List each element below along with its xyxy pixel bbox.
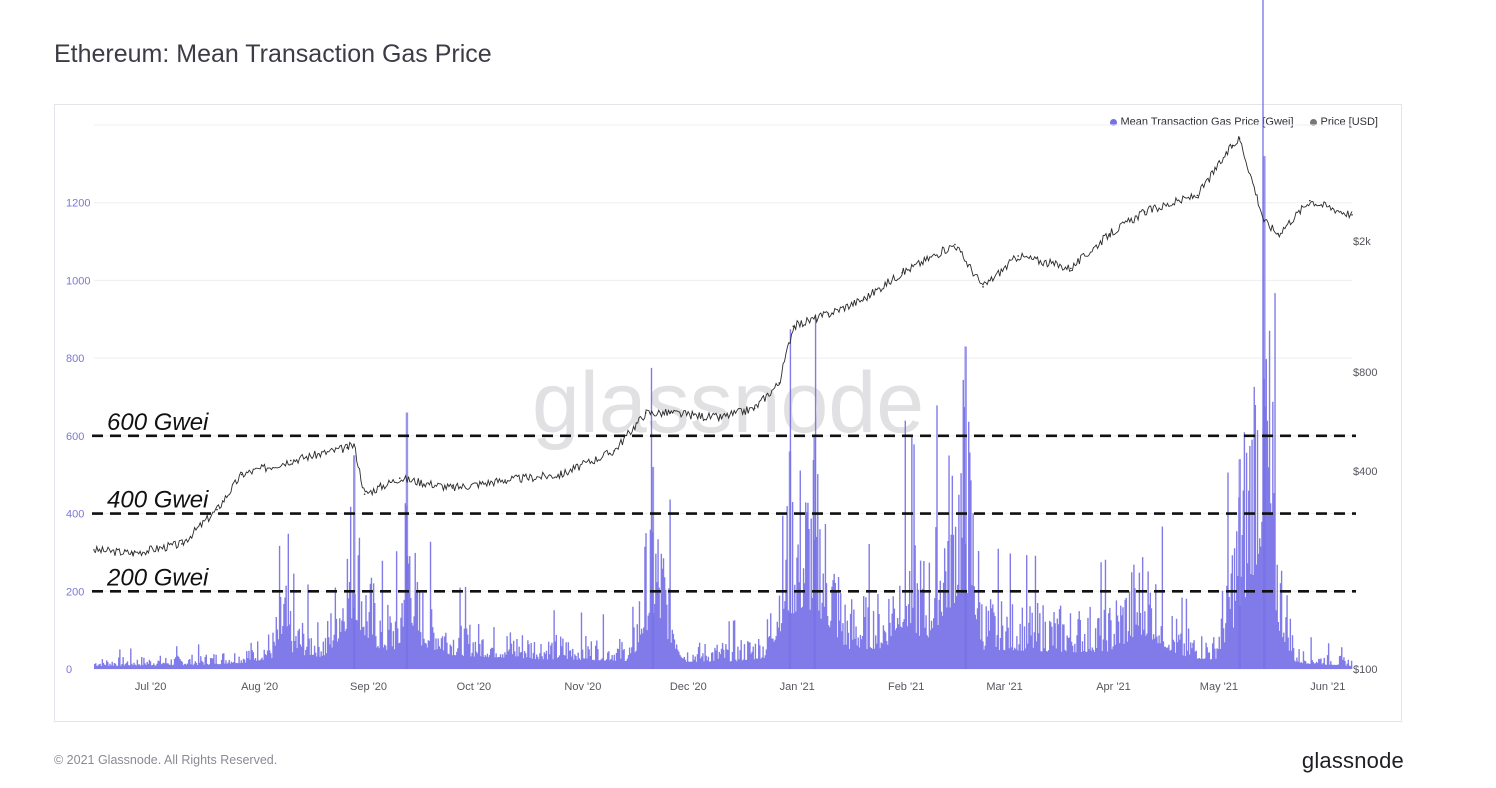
price-point	[240, 473, 243, 476]
y-left-tick-label: 600	[66, 431, 84, 443]
price-point	[644, 412, 647, 414]
x-tick-label: Jan '21	[780, 681, 815, 693]
y-right-tick-label: $400	[1353, 466, 1377, 478]
price-point	[353, 444, 355, 446]
price-point	[1263, 220, 1265, 222]
price-point	[1238, 137, 1241, 140]
y-left-tick-label: 1200	[66, 198, 90, 210]
reference-lines: 600 Gwei 400 Gwei 200 Gwei	[92, 409, 1356, 593]
gas-spike	[788, 451, 792, 669]
x-tick-label: Feb '21	[888, 681, 924, 693]
y-left-tick-label: 0	[66, 664, 72, 676]
price-point	[93, 549, 95, 551]
price-point	[778, 382, 781, 384]
price-point	[1277, 233, 1280, 235]
x-tick-label: Sep '20	[350, 681, 387, 693]
price-point	[346, 447, 348, 449]
gas-spike	[651, 466, 655, 669]
x-tick-label: Jul '20	[135, 681, 166, 693]
gas-spike	[1263, 156, 1266, 670]
x-tick-label: Oct '20	[457, 681, 492, 693]
x-tick-label: Nov '20	[564, 681, 601, 693]
x-axis: Jul '20 Aug '20 Sep '20 Oct '20 Nov '20 Dec '…	[135, 681, 1345, 693]
price-point	[560, 473, 563, 476]
price-point	[181, 543, 183, 545]
y-left-tick-label: 200	[66, 586, 84, 598]
gas-spike	[1238, 459, 1241, 669]
price-point	[613, 450, 615, 452]
price-point	[363, 493, 366, 495]
y-right-tick-label: $2k	[1353, 236, 1371, 248]
price-point	[289, 459, 292, 462]
price-point	[451, 487, 454, 489]
y-right-tick-label: $800	[1353, 367, 1377, 379]
reference-line-label: 600 Gwei	[107, 409, 209, 436]
price-point	[827, 313, 830, 315]
price-point	[1017, 255, 1019, 257]
reference-line-label: 200 Gwei	[106, 564, 209, 591]
gas-area	[94, 0, 1353, 669]
x-tick-label: Jun '21	[1310, 681, 1345, 693]
y-axis-left: 0 200 400 600 800 1000 1200	[66, 198, 90, 676]
price-point	[216, 508, 218, 511]
page-title: Ethereum: Mean Transaction Gas Price	[54, 40, 492, 68]
gas-spike	[405, 412, 409, 669]
chart-frame	[54, 104, 1402, 722]
price-point	[1309, 199, 1311, 202]
price-point	[901, 271, 904, 274]
brand-logo[interactable]: glassnode	[1301, 748, 1404, 773]
price-point	[1108, 233, 1111, 235]
x-tick-label: Aug '20	[241, 681, 278, 693]
y-left-tick-label: 400	[66, 509, 84, 521]
gas-spike	[813, 435, 816, 669]
price-series	[93, 136, 1353, 557]
price-point	[1070, 267, 1072, 270]
price-point	[753, 407, 756, 410]
x-tick-label: Dec '20	[670, 681, 707, 693]
price-point	[398, 477, 401, 480]
price-point	[982, 286, 984, 288]
gas-spike	[353, 455, 356, 669]
price-point	[1231, 144, 1234, 147]
reference-line-label: 400 Gwei	[107, 487, 209, 514]
price-point	[718, 416, 721, 419]
y-axis-right: $100 $400 $800 $2k	[1353, 236, 1377, 676]
price-point	[504, 479, 506, 481]
legend-price-dot-icon	[1309, 118, 1317, 126]
price-point	[792, 325, 795, 328]
x-tick-label: Apr '21	[1096, 681, 1131, 693]
copyright-footer: © 2021 Glassnode. All Rights Reserved.	[54, 753, 278, 767]
price-point	[1351, 214, 1353, 216]
price-point	[862, 298, 865, 300]
y-right-tick-label: $100	[1353, 664, 1377, 676]
price-line	[93, 136, 1353, 557]
x-tick-label: Mar '21	[986, 681, 1022, 693]
gas-series	[94, 0, 1353, 670]
y-left-tick-label: 800	[66, 353, 84, 365]
price-point	[1143, 211, 1146, 213]
price-point	[131, 552, 134, 554]
price-point	[954, 243, 956, 246]
price-point	[669, 412, 672, 414]
gas-spike	[964, 346, 967, 669]
price-point	[1196, 194, 1199, 197]
legend-gas-dot-icon	[1109, 118, 1117, 126]
x-tick-label: May '21	[1200, 681, 1238, 693]
y-left-tick-label: 1000	[66, 275, 90, 287]
